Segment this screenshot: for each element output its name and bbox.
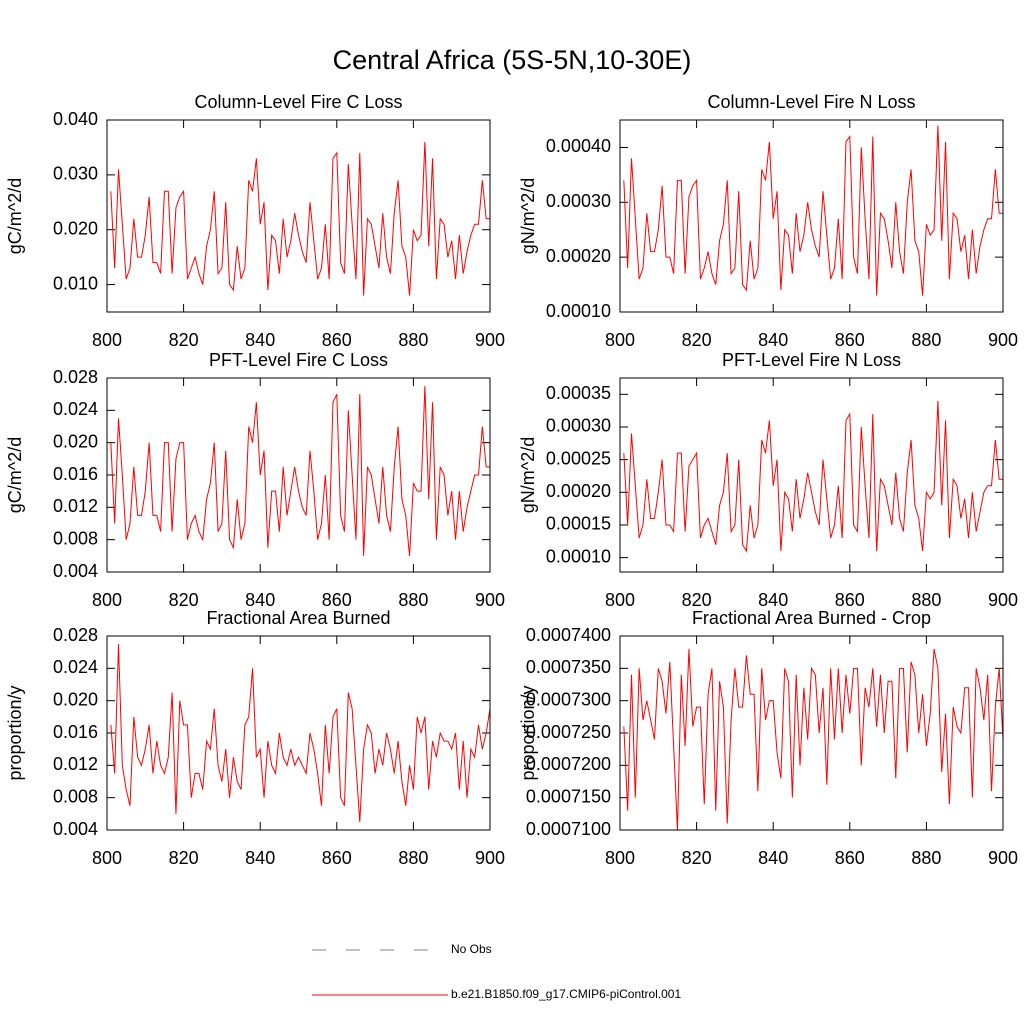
y-tick-label: 0.024 <box>53 657 98 677</box>
y-tick-label: 0.00035 <box>546 383 611 403</box>
y-tick-label: 0.00030 <box>546 191 611 211</box>
x-tick-label: 820 <box>682 590 712 610</box>
y-tick-label: 0.00015 <box>546 514 611 534</box>
x-tick-label: 860 <box>322 848 352 868</box>
x-tick-label: 820 <box>682 848 712 868</box>
x-tick-label: 880 <box>911 330 941 350</box>
plot-frame <box>106 119 491 313</box>
panel-title: Fractional Area Burned - Crop <box>692 608 931 628</box>
x-tick-label: 820 <box>682 330 712 350</box>
y-tick-label: 0.030 <box>53 164 98 184</box>
y-tick-label: 0.012 <box>53 754 98 774</box>
y-tick-label: 0.00030 <box>546 416 611 436</box>
y-axis-label: gN/m^2/d <box>518 437 538 513</box>
plot-frame <box>619 119 1004 313</box>
x-tick-label: 880 <box>911 590 941 610</box>
x-tick-label: 880 <box>398 848 428 868</box>
x-tick-label: 840 <box>758 590 788 610</box>
y-axis-label: proportion/y <box>518 685 538 780</box>
x-tick-label: 840 <box>245 590 275 610</box>
y-tick-label: 0.004 <box>53 819 98 839</box>
data-line <box>623 648 1004 831</box>
x-tick-label: 800 <box>605 330 635 350</box>
data-line <box>110 141 490 296</box>
x-tick-label: 800 <box>605 848 635 868</box>
x-tick-label: 800 <box>605 590 635 610</box>
x-tick-label: 800 <box>92 848 122 868</box>
plot-frame <box>106 377 491 573</box>
x-tick-label: 800 <box>92 590 122 610</box>
y-tick-label: 0.0007200 <box>526 754 611 774</box>
y-tick-label: 0.028 <box>53 367 98 387</box>
y-tick-label: 0.004 <box>53 561 98 581</box>
x-tick-label: 900 <box>988 590 1018 610</box>
x-tick-label: 840 <box>758 848 788 868</box>
panel-title: PFT-Level Fire N Loss <box>722 350 901 370</box>
y-tick-label: 0.0007100 <box>526 819 611 839</box>
x-tick-label: 820 <box>169 330 199 350</box>
data-line <box>110 386 490 556</box>
x-tick-label: 820 <box>169 848 199 868</box>
y-tick-label: 0.028 <box>53 625 98 645</box>
x-tick-label: 860 <box>835 330 865 350</box>
x-tick-label: 880 <box>398 590 428 610</box>
y-tick-label: 0.024 <box>53 399 98 419</box>
x-tick-label: 880 <box>911 848 941 868</box>
y-axis-label: gN/m^2/d <box>518 178 538 254</box>
y-tick-label: 0.00025 <box>546 448 611 468</box>
y-tick-label: 0.010 <box>53 273 98 293</box>
x-tick-label: 840 <box>245 330 275 350</box>
plot-frame <box>619 635 1004 831</box>
y-axis-label: gC/m^2/d <box>5 178 25 254</box>
legend-label: No Obs <box>451 942 492 956</box>
plot-frame <box>106 635 491 831</box>
y-tick-label: 0.00020 <box>546 246 611 266</box>
panel-title: Column-Level Fire N Loss <box>707 92 915 112</box>
x-tick-label: 900 <box>988 330 1018 350</box>
y-tick-label: 0.0007150 <box>526 786 611 806</box>
y-tick-label: 0.040 <box>53 109 98 129</box>
panel-title: Fractional Area Burned <box>206 608 390 628</box>
x-tick-label: 900 <box>475 590 505 610</box>
x-tick-label: 860 <box>322 330 352 350</box>
y-tick-label: 0.0007400 <box>526 625 611 645</box>
x-tick-label: 900 <box>475 330 505 350</box>
figure-title: Central Africa (5S-5N,10-30E) <box>333 45 692 75</box>
x-tick-label: 860 <box>835 848 865 868</box>
x-tick-label: 880 <box>398 330 428 350</box>
x-tick-label: 860 <box>322 590 352 610</box>
x-tick-label: 840 <box>758 330 788 350</box>
y-tick-label: 0.00020 <box>546 481 611 501</box>
y-tick-label: 0.016 <box>53 722 98 742</box>
data-line <box>110 644 491 822</box>
y-tick-label: 0.0007350 <box>526 657 611 677</box>
y-axis-label: gC/m^2/d <box>5 437 25 513</box>
data-line <box>623 400 1003 553</box>
x-tick-label: 800 <box>92 330 122 350</box>
y-axis-label: proportion/y <box>5 685 25 780</box>
y-tick-label: 0.00010 <box>546 301 611 321</box>
x-tick-label: 860 <box>835 590 865 610</box>
x-tick-label: 900 <box>988 848 1018 868</box>
panel-title: Column-Level Fire C Loss <box>194 92 402 112</box>
plot-frame <box>619 377 1004 573</box>
y-tick-label: 0.0007300 <box>526 689 611 709</box>
y-tick-label: 0.00040 <box>546 136 611 156</box>
x-tick-label: 900 <box>475 848 505 868</box>
data-line <box>623 125 1003 296</box>
y-tick-label: 0.008 <box>53 528 98 548</box>
x-tick-label: 840 <box>245 848 275 868</box>
y-tick-label: 0.008 <box>53 786 98 806</box>
y-tick-label: 0.0007250 <box>526 722 611 742</box>
y-tick-label: 0.00010 <box>546 546 611 566</box>
y-tick-label: 0.020 <box>53 689 98 709</box>
panel-title: PFT-Level Fire C Loss <box>209 350 388 370</box>
y-tick-label: 0.020 <box>53 431 98 451</box>
legend-label: b.e21.B1850.f09_g17.CMIP6-piControl.001 <box>451 987 681 1001</box>
x-tick-label: 820 <box>169 590 199 610</box>
y-tick-label: 0.016 <box>53 464 98 484</box>
y-tick-label: 0.020 <box>53 218 98 238</box>
y-tick-label: 0.012 <box>53 496 98 516</box>
